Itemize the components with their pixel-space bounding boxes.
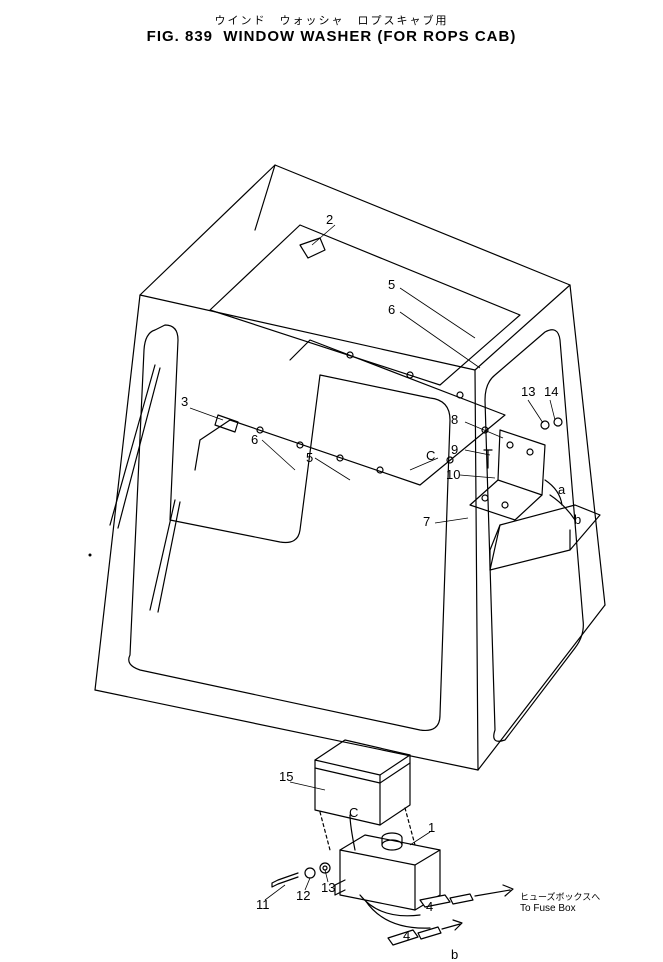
callout-11: 11 — [256, 897, 270, 912]
callout-5b: 5 — [306, 450, 313, 465]
callout-15: 15 — [279, 769, 293, 784]
callout-6: 6 — [388, 302, 395, 317]
callout-a: a — [558, 482, 565, 497]
callout-5: 5 — [388, 277, 395, 292]
callout-1: 1 — [428, 820, 435, 835]
callout-13: 13 — [321, 880, 335, 895]
figure-title-en: FIG. 839 WINDOW WASHER (FOR ROPS CAB) — [0, 28, 663, 45]
callout-12: 12 — [296, 888, 310, 903]
callout-3: 3 — [181, 394, 188, 409]
callout-4b: 4 — [403, 928, 410, 943]
callout-9: 9 — [451, 442, 458, 457]
callout-c: C — [426, 448, 435, 463]
exploded-diagram: 12344556678910111213131415abbCC ヒューズボックス… — [0, 50, 663, 950]
callout-8: 8 — [451, 412, 458, 427]
callout-bc: b — [451, 947, 458, 962]
callout-6b: 6 — [251, 432, 258, 447]
callout-10: 10 — [446, 467, 460, 482]
callout-4: 4 — [426, 899, 433, 914]
callout-14: 14 — [544, 384, 558, 399]
callout-b: b — [574, 512, 581, 527]
cab-drawing — [0, 50, 663, 950]
figure-title-jp: ウインド ウォッシャ ロプスキャブ用 — [0, 12, 663, 28]
callout-13b: 13 — [521, 384, 535, 399]
fuse-box-annotation: ヒューズボックスへ To Fuse Box — [520, 890, 600, 914]
callout-cc: C — [349, 805, 358, 820]
callout-2: 2 — [326, 212, 333, 227]
callout-7: 7 — [423, 514, 430, 529]
